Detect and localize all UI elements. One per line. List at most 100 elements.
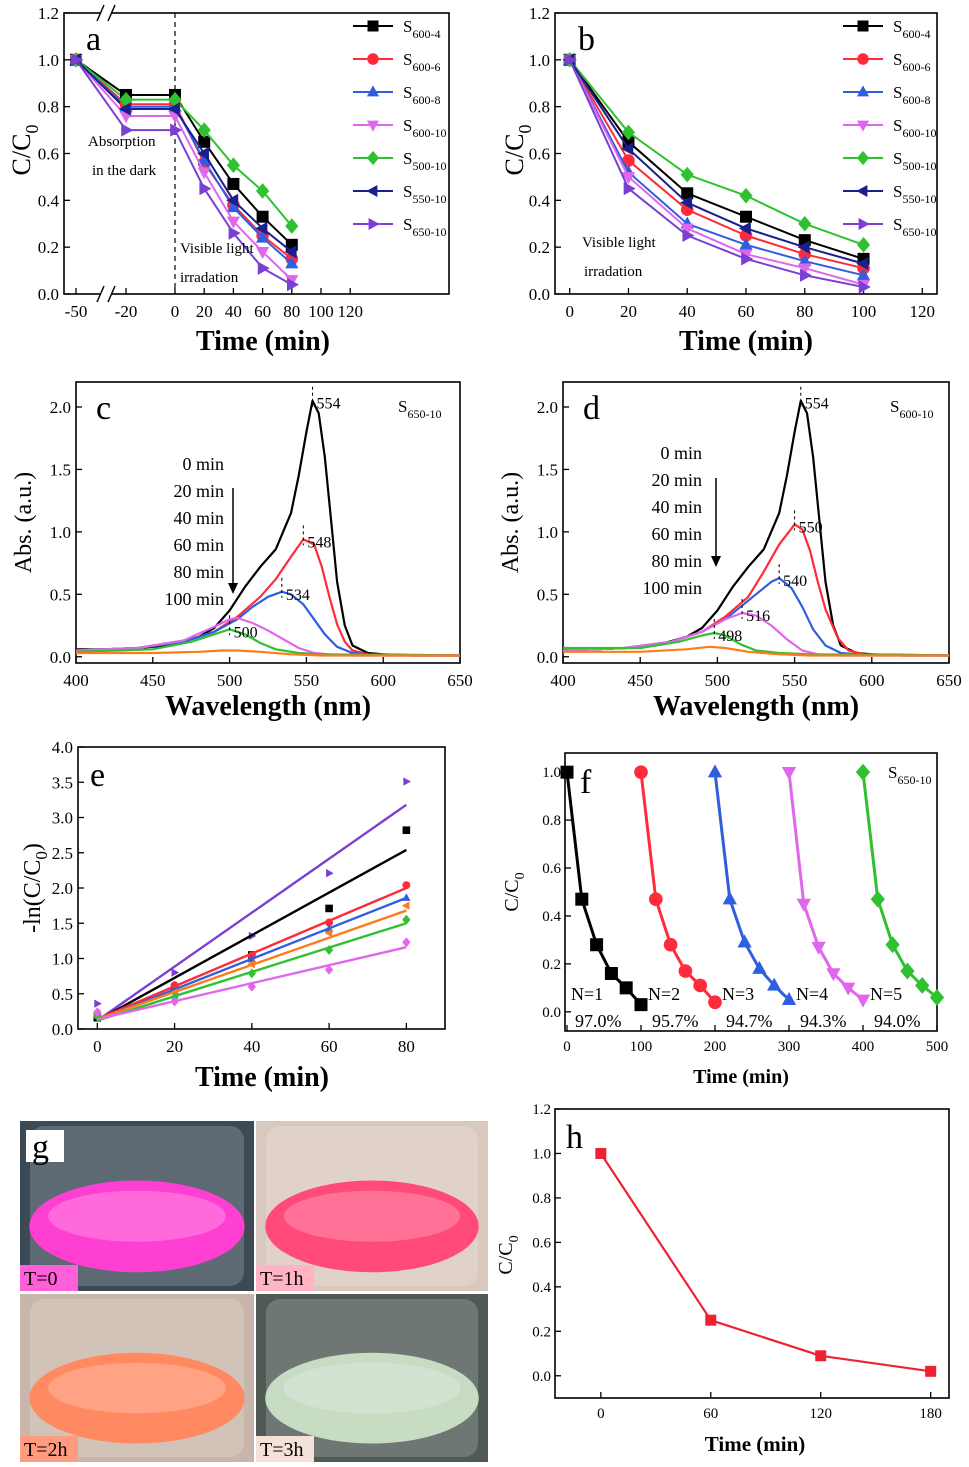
h-x-tick-label: 0	[597, 1406, 605, 1422]
legend-label: S650-10	[893, 215, 936, 239]
d-trend-arrowhead	[711, 556, 721, 567]
legend-label: S600-4	[403, 17, 440, 41]
f-x-tick-label: 400	[852, 1039, 875, 1055]
e-x-tick-label: 40	[243, 1037, 260, 1056]
f-y-tick-label: 0.6	[542, 861, 561, 877]
f-data-point	[781, 766, 797, 780]
d-y-axis-label: Abs. (a.u.)	[498, 472, 524, 573]
d-time-label: 0 min	[660, 443, 702, 463]
b-data-point	[856, 268, 871, 281]
f-cycle-label: N=2	[648, 984, 680, 1004]
a-axis-break-top	[107, 4, 116, 22]
a-data-point	[256, 210, 269, 223]
f-y-tick-label: 1.0	[542, 765, 561, 781]
h-y-tick-label: 0.2	[532, 1324, 551, 1340]
b-data-point	[680, 223, 694, 236]
b-x-tick-label: 0	[565, 302, 574, 321]
e-panel-label: e	[90, 757, 105, 794]
f-efficiency-label: 95.7%	[652, 1011, 699, 1031]
panel-h: 0.0 0.2 0.4 0.6 0.8 1.0 1.2 0 60 120 180 h C/C0 Time …	[495, 1102, 950, 1456]
a-data-point	[121, 123, 134, 137]
c-spectrum-line	[75, 590, 461, 657]
e-data-point	[247, 968, 257, 979]
e-y-axis-label: -ln(C/C0)	[20, 843, 51, 933]
b-series-line	[568, 59, 864, 270]
e-y-tick-label: 2.5	[52, 844, 73, 863]
h-x-tick-label: 120	[809, 1406, 832, 1422]
c-x-tick-label: 600	[370, 671, 396, 690]
e-data-point	[247, 954, 257, 963]
legend-label: S600-10	[893, 116, 936, 140]
liquid-highlight	[283, 1190, 461, 1242]
a-annotation: irradation	[180, 270, 239, 286]
b-data-point	[680, 196, 693, 210]
b-y-tick-label: 1.0	[529, 51, 550, 70]
b-y-tick-label: 0.2	[529, 238, 550, 257]
h-x-tick-label: 60	[703, 1406, 718, 1422]
a-y-tick-label: 0.4	[38, 191, 60, 210]
a-data-point	[255, 221, 268, 236]
a-data-point	[256, 247, 270, 260]
h-series-line	[599, 1152, 931, 1373]
legend-label: S550-10	[893, 182, 936, 206]
a-annotation: in the dark	[92, 163, 157, 179]
h-y-tick-label: 1.0	[532, 1146, 551, 1162]
a-data-point	[197, 167, 211, 180]
f-x-tick-label: 500	[926, 1039, 949, 1055]
c-time-label: 60 min	[173, 535, 224, 555]
d-y-tick-label: 1.0	[537, 523, 558, 542]
h-y-tick-label: 0.4	[532, 1280, 551, 1296]
a-data-point	[284, 245, 297, 259]
d-x-tick-label: 450	[627, 671, 653, 690]
f-x-tick-label: 0	[563, 1039, 571, 1055]
b-series-line	[568, 59, 864, 277]
e-y-tick-label: 1.5	[52, 914, 73, 933]
f-data-point	[575, 892, 589, 906]
b-data-point	[623, 182, 636, 196]
legend-label: S550-10	[403, 182, 446, 206]
f-y-axis-label: C/C0	[501, 872, 528, 911]
h-data-point	[925, 1365, 937, 1377]
a-y-tick-label: 0.8	[38, 98, 59, 117]
b-x-tick-label: 20	[620, 302, 637, 321]
e-y-tick-label: 4.0	[52, 738, 73, 757]
d-x-tick-label: 550	[782, 671, 808, 690]
a-axis-break-bottom	[96, 285, 105, 303]
d-spectrum-line	[563, 631, 950, 657]
f-data-point	[796, 898, 811, 912]
a-data-point	[197, 153, 211, 166]
b-data-point	[739, 187, 753, 204]
b-data-point	[798, 254, 812, 267]
a-annotation: Absorption	[88, 134, 156, 150]
c-time-label: 80 min	[173, 562, 224, 582]
a-data-point	[226, 193, 239, 207]
c-x-axis-label: Wavelength (nm)	[165, 691, 371, 722]
d-peak-label: 554	[805, 396, 829, 413]
d-x-tick-label: 400	[550, 671, 576, 690]
a-data-point	[198, 135, 211, 148]
f-data-point	[634, 765, 648, 779]
c-y-axis-label: Abs. (a.u.)	[11, 472, 37, 573]
d-x-tick-label: 600	[859, 671, 885, 690]
f-x-tick-label: 300	[778, 1039, 801, 1055]
b-data-point	[682, 228, 695, 243]
f-data-point	[604, 966, 618, 980]
b-data-point	[741, 252, 754, 266]
d-panel-label: d	[583, 390, 600, 427]
b-y-tick-label: 0.8	[529, 98, 550, 117]
c-peak-label: 548	[307, 534, 331, 551]
legend-marker	[368, 217, 380, 231]
f-plot-frame	[564, 752, 938, 1032]
e-y-tick-label: 0.5	[52, 985, 73, 1004]
f-data-point	[826, 968, 841, 982]
a-x-tick-label: 120	[337, 302, 363, 321]
b-panel-label: b	[578, 21, 595, 58]
e-x-tick-label: 60	[321, 1037, 338, 1056]
c-plot-frame	[75, 381, 461, 664]
d-time-label: 80 min	[651, 551, 702, 571]
a-data-point	[226, 157, 240, 174]
b-y-tick-label: 0.4	[529, 191, 551, 210]
e-x-axis-label: Time (min)	[195, 1062, 329, 1093]
e-data-point	[247, 959, 255, 969]
b-data-point	[797, 240, 810, 254]
